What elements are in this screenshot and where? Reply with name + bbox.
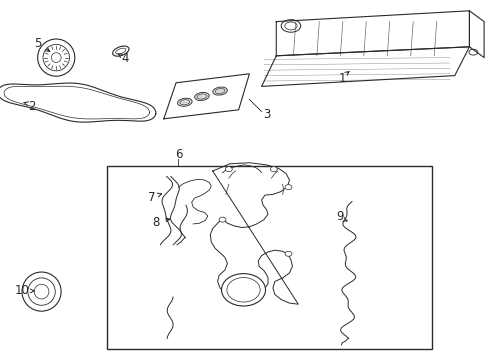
Text: 2: 2 bbox=[28, 100, 36, 113]
Ellipse shape bbox=[34, 284, 49, 299]
Ellipse shape bbox=[285, 251, 291, 256]
Ellipse shape bbox=[38, 39, 75, 76]
Ellipse shape bbox=[215, 89, 224, 94]
Ellipse shape bbox=[226, 278, 260, 302]
Text: 4: 4 bbox=[121, 52, 128, 65]
Ellipse shape bbox=[468, 49, 477, 55]
Ellipse shape bbox=[284, 22, 297, 30]
Text: 3: 3 bbox=[262, 108, 270, 121]
Ellipse shape bbox=[281, 19, 300, 32]
Ellipse shape bbox=[22, 272, 61, 311]
Ellipse shape bbox=[43, 44, 69, 71]
Ellipse shape bbox=[180, 100, 189, 105]
Text: 10: 10 bbox=[15, 284, 29, 297]
Ellipse shape bbox=[197, 94, 206, 99]
Ellipse shape bbox=[225, 167, 232, 172]
Ellipse shape bbox=[28, 278, 55, 305]
Ellipse shape bbox=[285, 185, 291, 190]
Ellipse shape bbox=[212, 87, 227, 95]
Ellipse shape bbox=[116, 48, 125, 54]
Ellipse shape bbox=[221, 274, 265, 306]
Bar bbox=[106, 166, 431, 349]
Ellipse shape bbox=[177, 98, 192, 106]
Ellipse shape bbox=[270, 167, 277, 172]
Text: 5: 5 bbox=[34, 37, 42, 50]
Text: 1: 1 bbox=[338, 72, 346, 85]
Text: 7: 7 bbox=[147, 191, 155, 204]
Text: 6: 6 bbox=[174, 148, 182, 161]
Ellipse shape bbox=[219, 217, 225, 222]
Text: 8: 8 bbox=[151, 216, 159, 229]
Ellipse shape bbox=[51, 53, 61, 63]
Text: 9: 9 bbox=[335, 210, 343, 223]
Ellipse shape bbox=[112, 46, 129, 56]
Ellipse shape bbox=[194, 93, 209, 100]
